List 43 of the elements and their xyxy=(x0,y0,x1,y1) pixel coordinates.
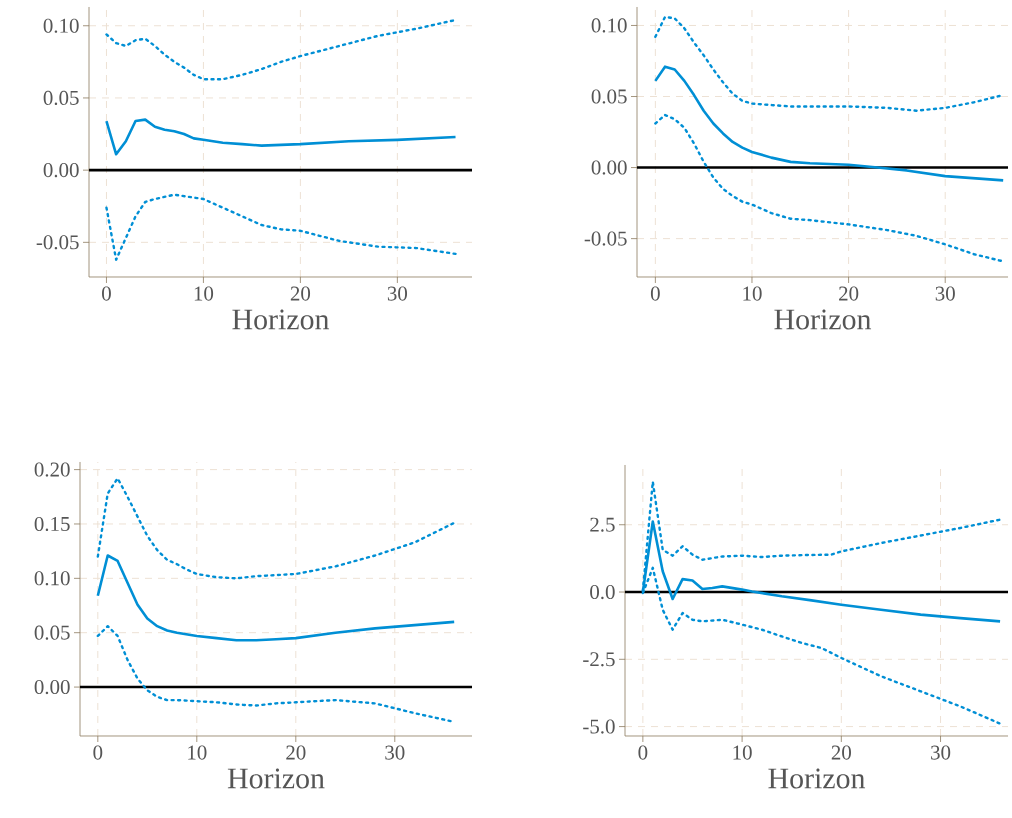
x-tick-label: 30 xyxy=(931,745,951,760)
y-tick-label: 0.15 xyxy=(34,516,70,532)
y-tick-label: -2.5 xyxy=(583,652,615,667)
line-series xyxy=(654,65,1005,182)
y-tick-label: 0.20 xyxy=(34,462,70,477)
x-tick-label: 20 xyxy=(839,286,859,301)
x-tick-label: 0 xyxy=(650,286,660,301)
x-tick-label: 10 xyxy=(733,745,752,760)
x-tick-label: 30 xyxy=(385,745,405,760)
y-tick-label: 0.00 xyxy=(43,163,79,178)
y-tick-label: 0.05 xyxy=(43,90,79,106)
x-tick-label: 20 xyxy=(286,745,306,760)
line-series xyxy=(96,477,456,580)
y-tick-label: 0.05 xyxy=(591,89,627,104)
x-axis-title: Horizon xyxy=(774,309,872,330)
x-axis-title: Horizon xyxy=(232,309,330,330)
y-tick-label: -5.0 xyxy=(583,719,615,734)
x-tick-label: 10 xyxy=(194,286,214,301)
x-tick-label: 0 xyxy=(102,286,111,301)
x-tick-label: 10 xyxy=(188,745,207,760)
line-series xyxy=(654,113,1005,263)
line-series xyxy=(105,193,457,261)
y-tick-label: 0.00 xyxy=(34,679,70,695)
y-tick-label: 2.5 xyxy=(590,517,615,532)
x-tick-label: 20 xyxy=(290,286,311,301)
x-tick-label: 0 xyxy=(638,745,648,760)
y-tick-label: -0.05 xyxy=(36,235,79,250)
x-tick-label: 10 xyxy=(743,286,762,301)
x-axis-title: Horizon xyxy=(768,768,866,789)
x-tick-label: 30 xyxy=(935,286,955,301)
x-axis-title: Horizon xyxy=(227,768,325,789)
y-tick-label: 0.10 xyxy=(43,18,79,33)
y-tick-label: 0.10 xyxy=(591,18,627,33)
y-tick-label: 0.05 xyxy=(34,625,70,640)
x-tick-label: 0 xyxy=(93,745,103,760)
y-tick-label: 0.10 xyxy=(34,571,70,586)
y-tick-label: 0.00 xyxy=(591,160,627,175)
y-tick-label: 0.0 xyxy=(590,584,615,600)
x-tick-label: 30 xyxy=(387,286,408,301)
x-tick-label: 20 xyxy=(831,745,851,760)
line-series xyxy=(105,18,457,81)
y-tick-label: -0.05 xyxy=(584,231,627,246)
line-series xyxy=(105,118,457,156)
